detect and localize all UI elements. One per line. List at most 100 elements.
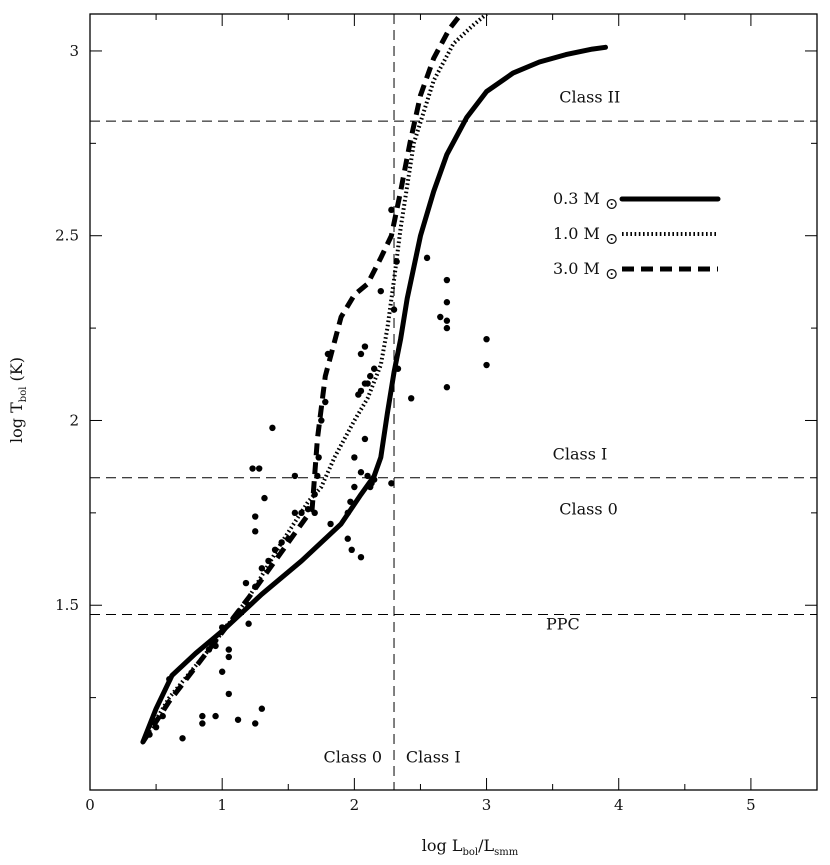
x-tick-label: 3 xyxy=(482,796,492,814)
data-point xyxy=(364,380,371,387)
data-point xyxy=(234,716,242,723)
series-lines xyxy=(140,14,608,745)
data-point xyxy=(443,384,451,391)
data-point xyxy=(315,454,322,461)
y-tick-label: 2.5 xyxy=(55,227,79,245)
y-tick-label: 3 xyxy=(69,42,79,60)
data-point xyxy=(394,365,402,372)
x-tick-label: 4 xyxy=(614,796,624,814)
data-point xyxy=(258,565,266,572)
data-point xyxy=(146,731,153,738)
data-point xyxy=(390,306,398,313)
data-point xyxy=(370,476,378,483)
data-point xyxy=(443,299,451,306)
region-label: Class 0 xyxy=(559,500,618,519)
data-point xyxy=(304,505,312,513)
x-tick-label: 1 xyxy=(217,796,227,814)
data-point xyxy=(291,472,299,480)
legend-sun-symbol: ⊙ xyxy=(605,194,618,213)
data-point xyxy=(242,579,250,587)
x-tick-label: 5 xyxy=(746,796,756,814)
data-point xyxy=(351,454,358,461)
tick-labels: 0 1 2 3 4 5 1.5 2 2.5 3 xyxy=(55,42,756,814)
data-point xyxy=(269,424,276,432)
data-point xyxy=(245,620,252,627)
data-point xyxy=(199,712,206,720)
region-labels: Class II Class I Class 0 PPC Class 0 Class I xyxy=(324,88,621,767)
data-point xyxy=(252,513,259,520)
data-point xyxy=(252,720,259,727)
data-point xyxy=(357,554,365,561)
data-point xyxy=(361,343,369,350)
reference-lines xyxy=(90,14,817,790)
data-point xyxy=(291,509,299,517)
legend-label: 1.0 M xyxy=(553,224,600,243)
data-point xyxy=(393,258,400,265)
data-point xyxy=(364,472,371,480)
x-tick-label: 2 xyxy=(350,796,360,814)
data-point xyxy=(322,398,329,406)
data-point xyxy=(271,546,279,554)
plot-frame xyxy=(89,13,818,791)
data-point xyxy=(252,528,259,535)
legend-label: 0.3 M xyxy=(553,189,600,208)
data-point xyxy=(298,509,305,517)
data-point xyxy=(361,435,369,443)
data-point xyxy=(252,583,259,590)
data-point xyxy=(245,602,252,609)
region-label: Class I xyxy=(406,747,461,766)
data-point xyxy=(166,675,173,683)
region-label: Class I xyxy=(553,444,608,463)
legend: 0.3 M ⊙ 1.0 M ⊙ 3.0 M ⊙ xyxy=(553,189,721,283)
data-point xyxy=(351,483,358,491)
region-label: Class 0 xyxy=(324,747,383,766)
data-point xyxy=(357,350,365,358)
series-line-dotted xyxy=(141,14,488,744)
data-point xyxy=(347,498,354,505)
data-point xyxy=(443,276,451,284)
data-point xyxy=(367,372,374,380)
data-point xyxy=(261,494,268,502)
data-point xyxy=(327,520,334,528)
data-point xyxy=(179,735,186,742)
data-point xyxy=(357,387,365,395)
data-point xyxy=(311,491,318,498)
scatter-points xyxy=(146,206,490,742)
data-point xyxy=(443,317,451,324)
data-point xyxy=(344,535,351,542)
data-point xyxy=(437,313,444,321)
legend-sun-symbol: ⊙ xyxy=(605,229,618,248)
series-line-solid xyxy=(140,44,608,745)
data-point xyxy=(357,469,365,476)
data-point xyxy=(212,712,219,720)
data-point xyxy=(255,465,263,472)
data-point xyxy=(199,720,206,727)
data-point xyxy=(212,642,219,650)
data-point xyxy=(152,723,160,731)
data-point xyxy=(388,480,395,487)
data-point xyxy=(218,668,226,675)
legend-label: 3.0 M xyxy=(553,259,600,278)
region-label: Class II xyxy=(559,88,620,107)
data-point xyxy=(443,324,451,332)
data-point xyxy=(225,690,232,698)
data-point xyxy=(377,287,384,295)
data-point xyxy=(225,646,232,653)
data-point xyxy=(225,653,232,661)
data-point xyxy=(218,624,226,631)
region-label: PPC xyxy=(546,614,580,633)
y-axis-title: log Tbol (K) xyxy=(7,357,29,443)
axis-ticks xyxy=(89,14,818,791)
data-point xyxy=(344,509,351,517)
data-point xyxy=(423,254,431,262)
data-point xyxy=(314,472,321,480)
data-point xyxy=(408,395,415,402)
data-point xyxy=(311,509,318,517)
x-axis-title: log Lbol/Lsmm xyxy=(422,836,519,858)
data-point xyxy=(318,417,325,424)
y-tick-label: 1.5 xyxy=(55,596,79,614)
series-line-dashed xyxy=(140,14,465,744)
legend-sun-symbol: ⊙ xyxy=(605,264,618,283)
data-point xyxy=(370,365,378,372)
